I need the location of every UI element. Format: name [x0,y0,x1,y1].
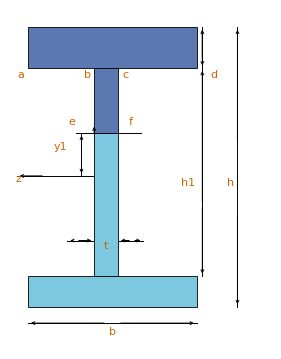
Text: h: h [227,178,234,188]
Text: a: a [18,70,24,80]
Text: c: c [122,70,128,80]
Bar [94,133,118,276]
Text: t: t [104,241,108,251]
Text: b: b [84,70,90,80]
Bar [28,27,197,68]
Bar [94,68,118,133]
Text: y1: y1 [54,142,67,152]
Text: e: e [68,117,75,127]
Text: z: z [15,174,21,185]
Text: d: d [210,70,217,80]
Text: f: f [129,117,133,127]
Text: h1: h1 [181,178,195,188]
Bar [28,276,197,307]
Text: b: b [109,327,116,337]
